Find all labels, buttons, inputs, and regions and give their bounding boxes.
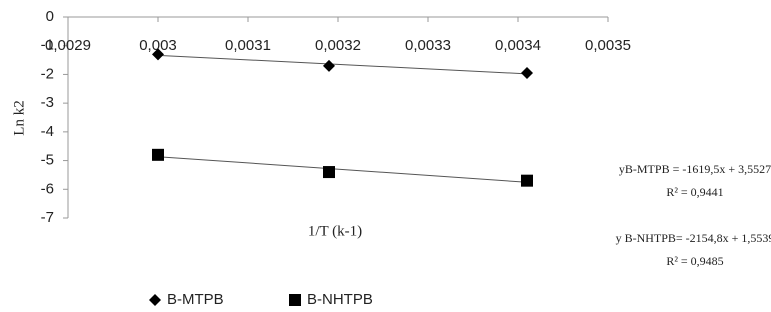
y-axis-label: Ln k2 bbox=[11, 100, 27, 135]
annotation: yB-MTPB = -1619,5x + 3,5527 bbox=[619, 162, 771, 176]
marker bbox=[521, 66, 533, 79]
x-tick-label: 0,0032 bbox=[315, 37, 361, 54]
trendline bbox=[157, 156, 528, 183]
x-tick-label: 0,0035 bbox=[585, 37, 631, 54]
legend-marker bbox=[149, 294, 161, 306]
annotation: y B-NHTPB= -2154,8x + 1,5539 bbox=[616, 231, 771, 245]
marker bbox=[152, 48, 164, 61]
x-tick-label: 0,0033 bbox=[405, 37, 451, 54]
legend-label: B-NHTPB bbox=[307, 291, 373, 308]
legend-marker bbox=[289, 294, 301, 306]
legend-label: B-MTPB bbox=[167, 291, 224, 308]
y-tick-label: -4 bbox=[41, 123, 54, 140]
x-axis-label: 1/T (k-1) bbox=[308, 223, 362, 239]
annotation: R² = 0,9441 bbox=[666, 185, 723, 199]
trendline bbox=[157, 54, 528, 75]
y-tick-label: -6 bbox=[41, 180, 54, 197]
marker bbox=[521, 174, 533, 187]
x-tick-label: 0,0029 bbox=[45, 37, 91, 54]
x-tick-label: 0,003 bbox=[139, 37, 177, 54]
y-tick-label: 0 bbox=[46, 8, 54, 25]
x-tick-label: 0,0034 bbox=[495, 37, 541, 54]
y-tick-label: -1 bbox=[41, 37, 54, 54]
marker bbox=[323, 59, 335, 72]
y-tick-label: -5 bbox=[41, 152, 54, 169]
y-tick-label: -2 bbox=[41, 65, 54, 82]
marker bbox=[152, 148, 164, 161]
marker bbox=[323, 166, 335, 179]
annotation: R² = 0,9485 bbox=[666, 254, 723, 268]
y-tick-label: -7 bbox=[41, 209, 54, 226]
y-tick-label: -3 bbox=[41, 94, 54, 111]
x-tick-label: 0,0031 bbox=[225, 37, 271, 54]
